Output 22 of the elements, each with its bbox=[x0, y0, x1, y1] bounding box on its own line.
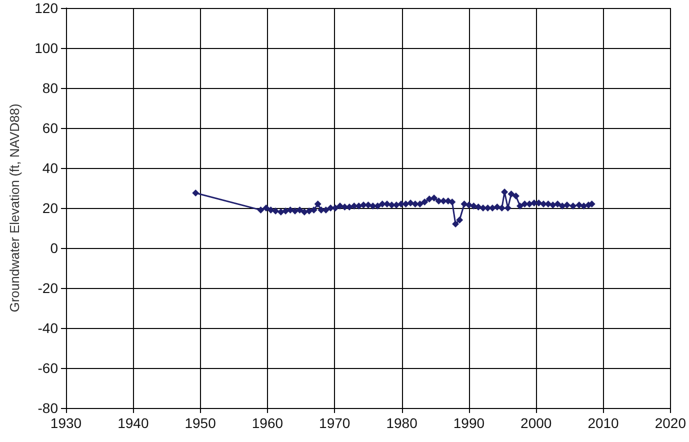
y-tick-label: 80 bbox=[42, 80, 58, 96]
y-tick-label: -60 bbox=[38, 360, 58, 376]
y-tick-label: 20 bbox=[42, 200, 58, 216]
x-tick-label: 1930 bbox=[50, 415, 82, 431]
x-tick-label: 2010 bbox=[588, 415, 620, 431]
y-tick-label: 40 bbox=[42, 160, 58, 176]
y-tick-label: 0 bbox=[50, 240, 58, 256]
x-tick-label: 2000 bbox=[520, 415, 552, 431]
y-tick-label: -40 bbox=[38, 320, 58, 336]
y-axis-title: Groundwater Elevation (ft, NAVD88) bbox=[7, 104, 22, 312]
y-tick-label: 100 bbox=[34, 40, 58, 56]
y-tick-label: -80 bbox=[38, 400, 58, 416]
x-tick-label: 1940 bbox=[118, 415, 149, 431]
x-tick-label: 1980 bbox=[386, 415, 418, 431]
y-tick-label: 60 bbox=[42, 120, 58, 136]
y-tick-label: 120 bbox=[34, 0, 58, 16]
x-tick-label: 1950 bbox=[184, 415, 216, 431]
x-tick-label: 1970 bbox=[319, 415, 350, 431]
y-tick-label: -20 bbox=[38, 280, 58, 296]
x-tick-label: 1990 bbox=[453, 415, 485, 431]
x-tick-label: 2020 bbox=[654, 415, 686, 431]
x-tick-label: 1960 bbox=[252, 415, 284, 431]
